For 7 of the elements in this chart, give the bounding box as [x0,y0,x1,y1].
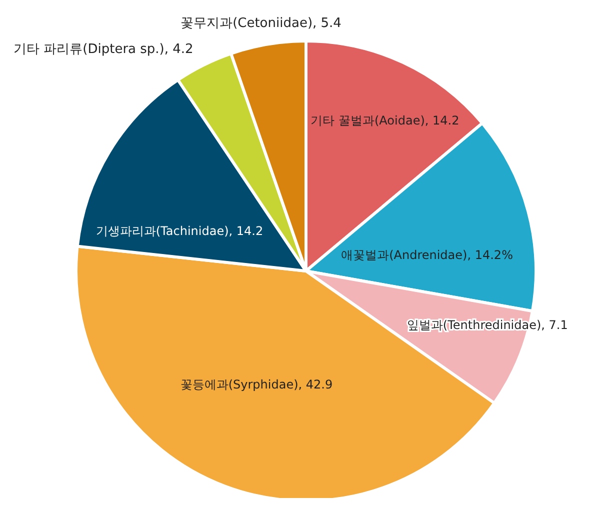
slice-label: 기생파리과(Tachinidae), 14.2 [96,224,264,238]
slice-label: 꽃무지과(Cetoniidae), 5.4 [180,16,342,31]
slice-label: 꽃등에과(Syrphidae), 42.9 [180,377,333,392]
slice-label: 잎벌과(Tenthredinidae), 7.1 [406,318,568,332]
slice-label: 애꽃벌과(Andrenidae), 14.2% [341,248,513,262]
slice-label: 기타 파리류(Diptera sp.), 4.2 [14,42,194,57]
slice-label: 기타 꿀벌과(Aoidae), 14.2 [310,114,460,128]
